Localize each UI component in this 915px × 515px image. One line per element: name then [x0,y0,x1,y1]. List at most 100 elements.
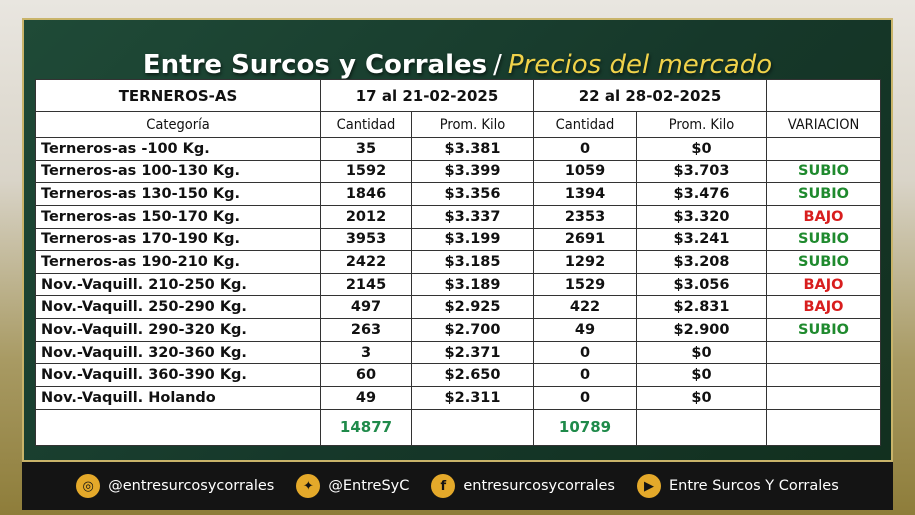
cell-cantidad-1: 263 [320,318,412,342]
totals-empty-1 [411,408,534,447]
week1-header: 17 al 21-02-2025 [320,79,534,112]
col-header-cantidad-2: Cantidad [533,111,637,138]
week2-header: 22 al 28-02-2025 [533,79,767,112]
section-header: TERNEROS-AS [35,79,321,112]
cell-variacion: SUBIO [766,182,881,206]
col-header-prom-kilo-1: Prom. Kilo [411,111,534,138]
cell-cantidad-1: 497 [320,295,412,320]
cell-cantidad-1: 60 [320,363,412,388]
table-row: Nov.-Vaquill. 360-390 Kg. 60 $2.650 0 $0 [35,363,881,388]
cell-prom-kilo-2: $3.320 [636,204,767,229]
social-link[interactable]: ◎ @entresurcosycorrales [76,474,274,498]
cell-categoria: Terneros-as 190-210 Kg. [35,250,321,274]
cell-variacion [766,340,881,365]
table-row: Nov.-Vaquill. 290-320 Kg. 263 $2.700 49 $2.9… [35,318,881,342]
social-footer: ◎ @entresurcosycorrales ✦ @EntreSyC f entresu… [22,462,893,510]
table-row: Terneros-as 170-190 Kg. 3953 $3.199 2691 $3.… [35,227,881,252]
cell-prom-kilo-1: $3.356 [411,182,534,206]
cell-prom-kilo-1: $3.199 [411,227,534,252]
col-header-categoria: Categoría [35,111,321,138]
cell-prom-kilo-2: $0 [636,340,767,365]
cell-prom-kilo-2: $2.900 [636,318,767,342]
facebook-icon: f [431,474,456,498]
table-row: Terneros-as -100 Kg. 35 $3.381 0 $0 [35,137,881,161]
cell-variacion [766,363,881,388]
cell-cantidad-2: 0 [533,363,637,388]
column-header-row: Categoría Cantidad Prom. Kilo Cantidad P… [35,111,881,138]
cell-prom-kilo-2: $0 [636,363,767,388]
cell-cantidad-1: 3953 [320,227,412,252]
cell-prom-kilo-1: $2.311 [411,386,534,410]
table-row: Terneros-as 130-150 Kg. 1846 $3.356 1394 $3.… [35,182,881,206]
cell-prom-kilo-2: $3.056 [636,272,767,297]
page-title: Entre Surcos y Corrales / Precios del merc… [24,50,891,80]
table-row: Terneros-as 150-170 Kg. 2012 $3.337 2353 $3.… [35,204,881,229]
cell-cantidad-2: 1394 [533,182,637,206]
social-label: entresurcosycorrales [463,478,615,494]
cell-prom-kilo-1: $2.700 [411,318,534,342]
cell-prom-kilo-1: $3.381 [411,137,534,161]
cell-categoria: Nov.-Vaquill. 210-250 Kg. [35,272,321,297]
price-table: TERNEROS-AS 17 al 21-02-2025 22 al 28-02… [35,79,881,447]
cell-categoria: Terneros-as -100 Kg. [35,137,321,161]
title-main: Entre Surcos y Corrales [142,50,488,80]
table-row: Nov.-Vaquill. 320-360 Kg. 3 $2.371 0 $0 [35,340,881,365]
cell-variacion: SUBIO [766,250,881,274]
totals-empty-2 [636,408,767,447]
social-label: @EntreSyC [328,478,410,494]
cell-prom-kilo-1: $3.399 [411,159,534,184]
cell-prom-kilo-2: $0 [636,386,767,410]
cell-prom-kilo-2: $3.703 [636,159,767,184]
cell-cantidad-2: 1529 [533,272,637,297]
cell-prom-kilo-1: $2.925 [411,295,534,320]
cell-cantidad-1: 49 [320,386,412,410]
col-header-variacion: VARIACION [766,111,881,138]
total-cantidad-1: 14877 [320,408,412,447]
social-label: Entre Surcos Y Corrales [669,478,839,494]
cell-categoria: Nov.-Vaquill. 360-390 Kg. [35,363,321,388]
cell-categoria: Nov.-Vaquill. 290-320 Kg. [35,318,321,342]
blank-header [766,79,881,112]
cell-cantidad-2: 2691 [533,227,637,252]
title-subtitle: Precios del mercado [507,50,773,80]
cell-variacion [766,386,881,410]
cell-prom-kilo-2: $2.831 [636,295,767,320]
cell-cantidad-1: 3 [320,340,412,365]
cell-variacion: SUBIO [766,159,881,184]
cell-variacion: SUBIO [766,227,881,252]
social-link[interactable]: ▶ Entre Surcos Y Corrales [637,474,839,498]
cell-prom-kilo-2: $3.476 [636,182,767,206]
table-row: Terneros-as 100-130 Kg. 1592 $3.399 1059 $3.… [35,159,881,184]
cell-categoria: Terneros-as 100-130 Kg. [35,159,321,184]
cell-cantidad-1: 35 [320,137,412,161]
total-cantidad-2: 10789 [533,408,637,447]
cell-categoria: Terneros-as 170-190 Kg. [35,227,321,252]
cell-cantidad-1: 2012 [320,204,412,229]
cell-cantidad-2: 0 [533,137,637,161]
cell-prom-kilo-2: $3.241 [636,227,767,252]
cell-cantidad-2: 0 [533,340,637,365]
title-separator: / [493,50,502,80]
table-row: Nov.-Vaquill. Holando 49 $2.311 0 $0 [35,386,881,410]
cell-categoria: Terneros-as 150-170 Kg. [35,204,321,229]
instagram-icon: ◎ [76,474,101,498]
col-header-cantidad-1: Cantidad [320,111,412,138]
cell-cantidad-1: 2145 [320,272,412,297]
table-row: Terneros-as 190-210 Kg. 2422 $3.185 1292 $3.… [35,250,881,274]
cell-prom-kilo-1: $3.189 [411,272,534,297]
cell-categoria: Terneros-as 130-150 Kg. [35,182,321,206]
totals-empty-3 [766,408,881,447]
cell-cantidad-2: 0 [533,386,637,410]
social-label: @entresurcosycorrales [108,478,275,494]
social-link[interactable]: ✦ @EntreSyC [296,474,409,498]
social-link[interactable]: f entresurcosycorrales [431,474,615,498]
totals-label [35,408,321,447]
cell-variacion: BAJO [766,295,881,320]
cell-variacion [766,137,881,161]
cell-cantidad-2: 422 [533,295,637,320]
cell-cantidad-2: 2353 [533,204,637,229]
col-header-prom-kilo-2: Prom. Kilo [636,111,767,138]
totals-row: 14877 10789 [35,408,881,447]
cell-prom-kilo-1: $3.337 [411,204,534,229]
cell-cantidad-2: 1059 [533,159,637,184]
